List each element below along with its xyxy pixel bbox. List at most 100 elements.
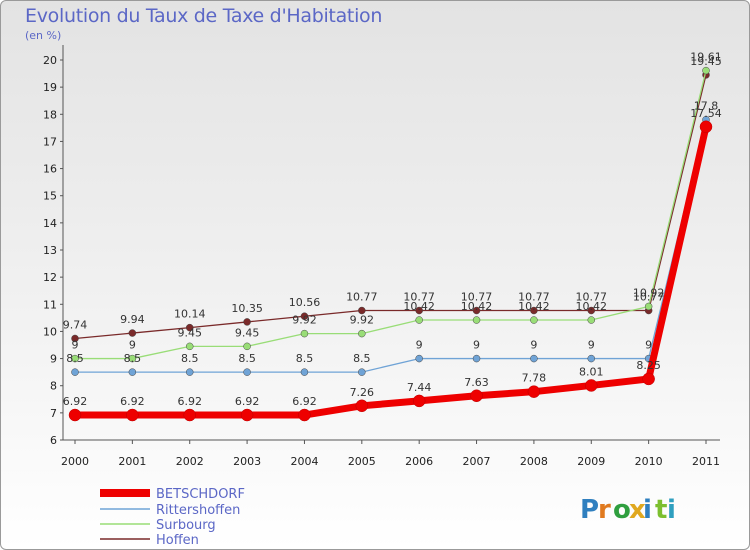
data-point [642,372,655,386]
data-point [240,408,254,422]
data-label: 6.92 [177,395,202,408]
data-point [358,306,366,315]
data-point [128,329,137,337]
data-label: 9 [416,339,423,352]
data-label: 8.01 [579,365,604,378]
y-tick-label: 8 [50,380,57,393]
data-label: 9 [645,339,652,352]
y-tick-label: 7 [50,407,57,420]
data-point [587,316,596,324]
data-label: 9 [72,339,79,352]
data-label: 9.74 [63,318,88,331]
data-point [243,342,251,351]
data-label: 9 [530,339,537,352]
data-point [527,385,541,398]
data-point [71,334,79,343]
y-tick-label: 10 [43,325,57,338]
data-label: 7.63 [464,376,489,389]
data-point [185,368,194,376]
logo-letter: x [629,495,646,525]
logo-letter: o [613,495,631,525]
series-line [74,74,707,340]
data-label: 19.45 [690,55,722,68]
data-label: 8.5 [124,352,142,365]
y-tick-label: 17 [43,135,57,148]
legend-label: BETSCHDORF [156,487,245,502]
data-label: 17.8 [694,100,719,113]
data-label: 10.42 [403,300,435,313]
logo-letter: i [643,495,652,525]
x-tick-label: 2003 [233,455,261,468]
data-point [300,312,309,320]
data-point [185,342,194,351]
data-point [126,408,139,422]
data-point [415,306,423,315]
data-label: 9 [588,339,595,352]
x-tick-label: 2010 [635,455,663,468]
y-tick-label: 9 [50,353,57,366]
data-label: 10.77 [346,291,378,304]
data-point [530,316,538,324]
data-label: 7.44 [407,381,432,394]
data-label: 10.35 [231,302,263,315]
data-label: 8.5 [238,352,256,365]
data-label: 8.5 [181,352,199,365]
data-point [243,318,251,326]
data-label: 10.42 [518,300,550,313]
y-tick-label: 19 [43,81,57,94]
logo-letter: i [667,495,676,525]
data-label: 10.42 [576,300,608,313]
data-point [300,329,309,338]
data-label: 6.92 [235,395,260,408]
y-tick-label: 11 [43,298,57,311]
data-label: 10.56 [289,296,321,309]
data-point [68,408,82,422]
data-label: 6.92 [292,395,317,408]
data-label: 10.42 [461,300,493,313]
data-label: 8.5 [296,352,314,365]
data-label: 9 [473,339,480,352]
data-label: 8.5 [66,352,84,365]
x-tick-label: 2011 [692,455,720,468]
data-point [298,408,311,422]
data-point [128,368,137,376]
data-label: 7.78 [522,372,547,385]
logo-letter: t [655,495,667,525]
data-label: 8.25 [636,359,661,372]
data-label: 10.14 [174,308,206,321]
data-point [470,389,483,403]
logo-letter: P [580,495,599,525]
data-label: 9.45 [235,326,260,339]
x-tick-label: 2005 [348,455,376,468]
y-tick-label: 18 [43,108,57,121]
data-label: 17.54 [690,107,722,120]
data-label: 10.77 [633,291,665,304]
data-label: 10.77 [461,291,493,304]
data-point [355,399,369,413]
data-point [702,66,710,75]
y-tick-label: 20 [43,54,57,67]
data-point [243,368,251,376]
legend-label: Rittershoffen [156,503,240,518]
x-tick-label: 2006 [405,455,433,468]
data-point [71,354,79,363]
data-label: 10.77 [518,291,550,304]
data-point [585,379,598,392]
y-tick-label: 14 [43,217,57,230]
chart-title: Evolution du Taux de Taxe d'Habitation [25,5,383,27]
data-point [415,354,423,363]
y-tick-label: 13 [43,244,57,257]
x-tick-label: 2007 [463,455,491,468]
data-point [128,354,137,363]
x-tick-label: 2001 [118,455,146,468]
data-label: 10.77 [576,291,608,304]
data-label: 10.92 [633,286,665,299]
x-tick-label: 2004 [290,455,318,468]
chart-subtitle: (en %) [25,29,62,42]
y-tick-label: 12 [43,271,57,284]
x-tick-label: 2008 [520,455,548,468]
data-label: 8.5 [353,352,371,365]
x-tick-label: 2002 [176,455,204,468]
data-point [71,368,79,376]
